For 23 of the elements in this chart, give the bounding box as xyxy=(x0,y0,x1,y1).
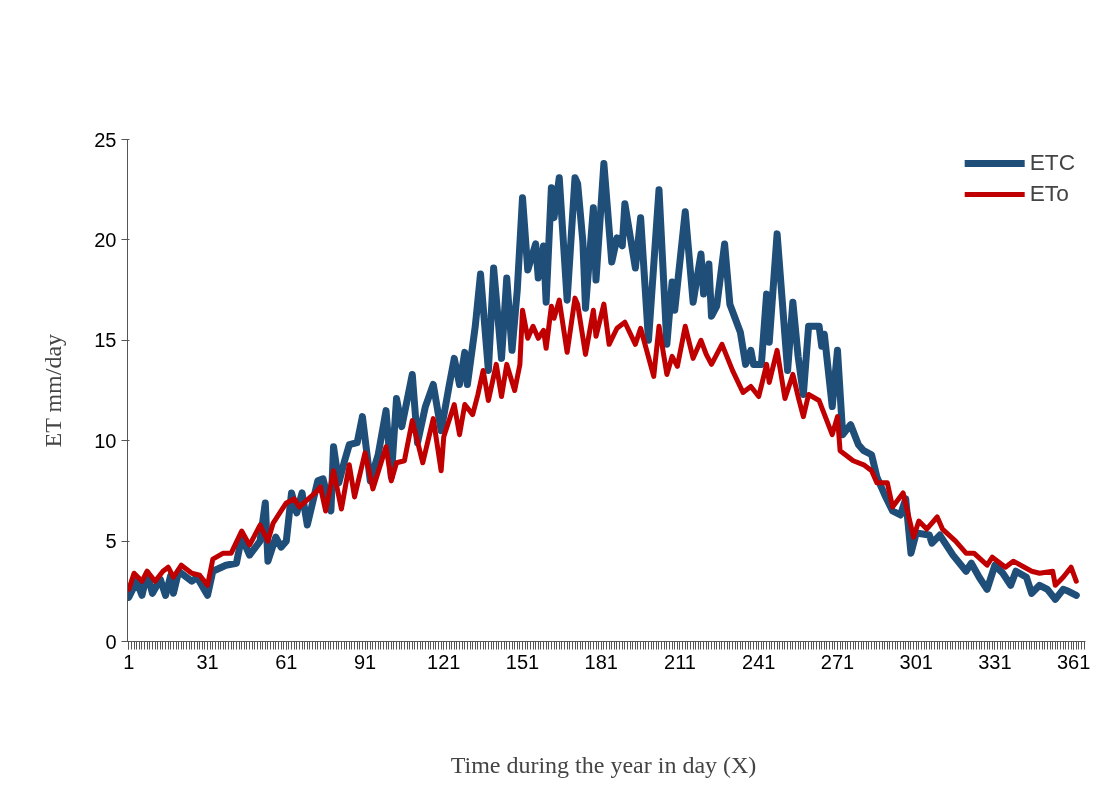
y-tick-label: 5 xyxy=(105,530,117,553)
x-tick-label: 121 xyxy=(427,650,461,673)
y-axis-title: ET mm/day xyxy=(40,333,67,448)
legend-label: ETC xyxy=(1029,149,1075,176)
x-tick-label: 211 xyxy=(664,650,696,673)
x-tick-label: 271 xyxy=(820,650,855,673)
legend-label: ETo xyxy=(1029,180,1069,207)
x-tick-label: 361 xyxy=(1057,650,1091,673)
y-tick-label: 20 xyxy=(94,228,117,251)
x-tick-label: 1 xyxy=(123,650,135,673)
x-tick-label: 91 xyxy=(353,650,377,673)
y-tick-label: 25 xyxy=(94,128,117,151)
y-tick-label: 15 xyxy=(94,329,117,352)
x-tick-label: 301 xyxy=(899,650,933,673)
x-tick-label: 151 xyxy=(505,650,540,673)
x-axis-title: Time during the year in day (X) xyxy=(450,751,757,778)
x-tick-label: 181 xyxy=(584,650,618,673)
y-tick-label: 10 xyxy=(94,429,117,452)
x-tick-label: 61 xyxy=(275,650,298,673)
x-tick-label: 331 xyxy=(978,650,1012,673)
x-tick-label: 241 xyxy=(742,650,776,673)
y-tick-label: 0 xyxy=(105,630,117,653)
x-tick-label: 31 xyxy=(196,650,219,673)
